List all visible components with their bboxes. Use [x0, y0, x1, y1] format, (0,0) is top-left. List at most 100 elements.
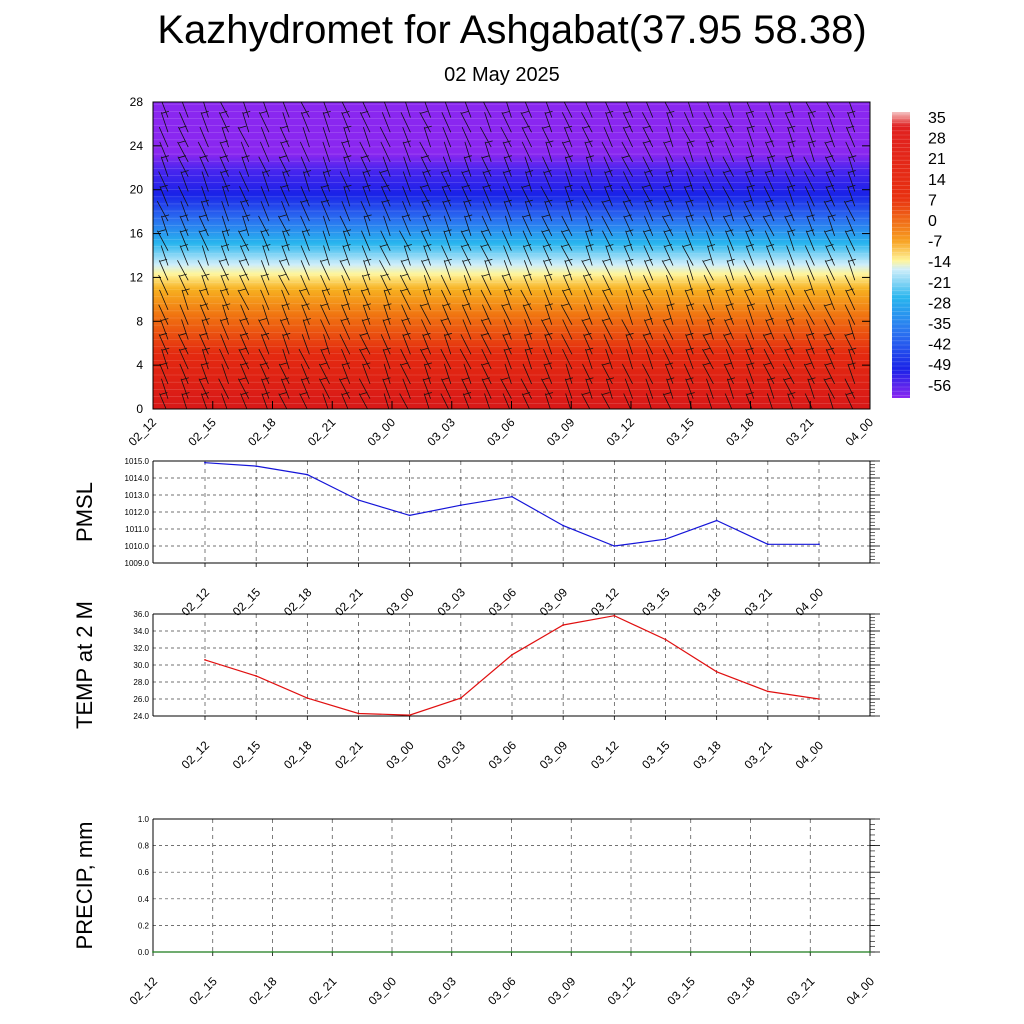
wind-barb — [399, 230, 411, 251]
wind-barb — [543, 363, 553, 385]
wind-barb — [686, 393, 693, 409]
wind-barb-flag — [524, 273, 532, 277]
wind-barb — [784, 304, 795, 325]
wind-barb-flag — [261, 229, 269, 233]
wind-barb-flag — [504, 288, 513, 292]
wind-barb — [482, 304, 492, 325]
wind-barb — [843, 200, 856, 222]
wind-barb-flag — [724, 362, 733, 366]
wind-barb — [666, 304, 674, 325]
wind-barb-flag — [807, 214, 815, 218]
wind-barb — [561, 215, 573, 237]
wind-barb — [826, 274, 835, 296]
pmsl-point — [818, 543, 820, 546]
wind-barb — [785, 319, 795, 340]
wind-barb — [644, 215, 654, 237]
wind-barb — [320, 319, 330, 340]
x-tick-label: 03_12 — [588, 738, 622, 772]
wind-barb — [341, 304, 351, 325]
wind-barb-flag — [463, 392, 472, 395]
wind-barb — [565, 171, 573, 192]
wind-barb-flag — [280, 125, 289, 129]
pmsl-panel: 1009.0 1010.0 1011.0 1012.0 1013.0 1014.0 1015… — [72, 457, 880, 619]
wind-barb-flag — [180, 214, 188, 218]
wind-barb — [400, 348, 411, 370]
wind-barb-flag — [423, 288, 432, 292]
wind-barb — [845, 126, 856, 148]
wind-barb — [804, 186, 815, 207]
wind-barb — [300, 156, 310, 177]
wind-barb — [480, 319, 492, 340]
wind-barb — [359, 334, 371, 355]
y-tick-label: 36.0 — [133, 610, 149, 619]
wind-barb-flag — [544, 362, 552, 366]
x-tick-label: 03_09 — [544, 415, 578, 449]
chart-title: Kazhydromet for Ashgabat(37.95 58.38) — [157, 8, 867, 52]
wind-barb — [784, 348, 795, 370]
wind-barb — [825, 186, 835, 207]
wind-barb — [500, 126, 512, 148]
wind-barb — [522, 245, 532, 266]
wind-barb-flag — [282, 303, 290, 307]
wind-barb-flag — [602, 362, 611, 366]
wind-barb-flag — [582, 392, 590, 395]
temp-2m-point — [766, 690, 769, 693]
wind-barb — [383, 289, 391, 311]
wind-barb — [706, 289, 714, 311]
wind-barb — [641, 186, 654, 207]
wind-barb — [380, 334, 391, 355]
wind-barb — [521, 141, 532, 163]
wind-barb — [560, 230, 573, 251]
wind-barb-flag — [724, 214, 732, 218]
wind-barb — [158, 334, 169, 355]
wind-barb — [642, 141, 654, 163]
wind-barb-flag — [200, 155, 208, 159]
wind-barb — [725, 274, 734, 296]
wind-barb — [645, 102, 654, 118]
wind-barb — [424, 102, 431, 118]
wind-barb-flag — [180, 244, 188, 247]
wind-barb — [541, 230, 553, 251]
wind-barb — [158, 260, 169, 281]
wind-barb-flag — [363, 170, 371, 173]
wind-barb — [823, 304, 835, 325]
wind-barb — [220, 334, 229, 355]
wind-barb — [482, 200, 492, 222]
wind-barb — [686, 274, 694, 296]
wind-barb-flag — [260, 110, 268, 114]
wind-barb — [423, 393, 430, 409]
wind-barb — [464, 102, 472, 118]
wind-barb — [622, 171, 633, 192]
wind-barb — [604, 186, 613, 207]
wind-barb — [300, 245, 310, 266]
wind-barb-flag — [825, 140, 833, 144]
wind-barb — [848, 348, 856, 370]
wind-barb — [625, 289, 633, 311]
wind-barb — [279, 126, 290, 148]
wind-barb — [180, 378, 189, 399]
wind-barb — [402, 186, 411, 207]
wind-barb — [399, 274, 411, 296]
x-tick-label: 03_00 — [366, 974, 400, 1008]
wind-barb — [744, 289, 755, 311]
wind-barb — [522, 363, 532, 385]
wind-barb — [240, 200, 250, 222]
wind-barb — [201, 171, 209, 192]
wind-barb — [201, 186, 209, 207]
wind-barb-flag — [703, 258, 711, 262]
wind-barb — [300, 363, 310, 385]
wind-barb — [341, 348, 351, 370]
wind-barb — [259, 363, 270, 385]
wind-barb — [401, 304, 411, 325]
wind-barb-flag — [360, 347, 368, 351]
wind-barb — [361, 274, 371, 296]
heatmap-contours — [153, 103, 870, 404]
colorbar-label: 35 — [928, 110, 946, 127]
wind-barb — [765, 200, 775, 222]
precip-point — [869, 951, 871, 953]
wind-barb — [521, 393, 530, 409]
wind-barb — [480, 245, 492, 266]
wind-barb — [362, 126, 371, 148]
wind-barb — [443, 334, 452, 355]
wind-barb — [201, 348, 209, 370]
